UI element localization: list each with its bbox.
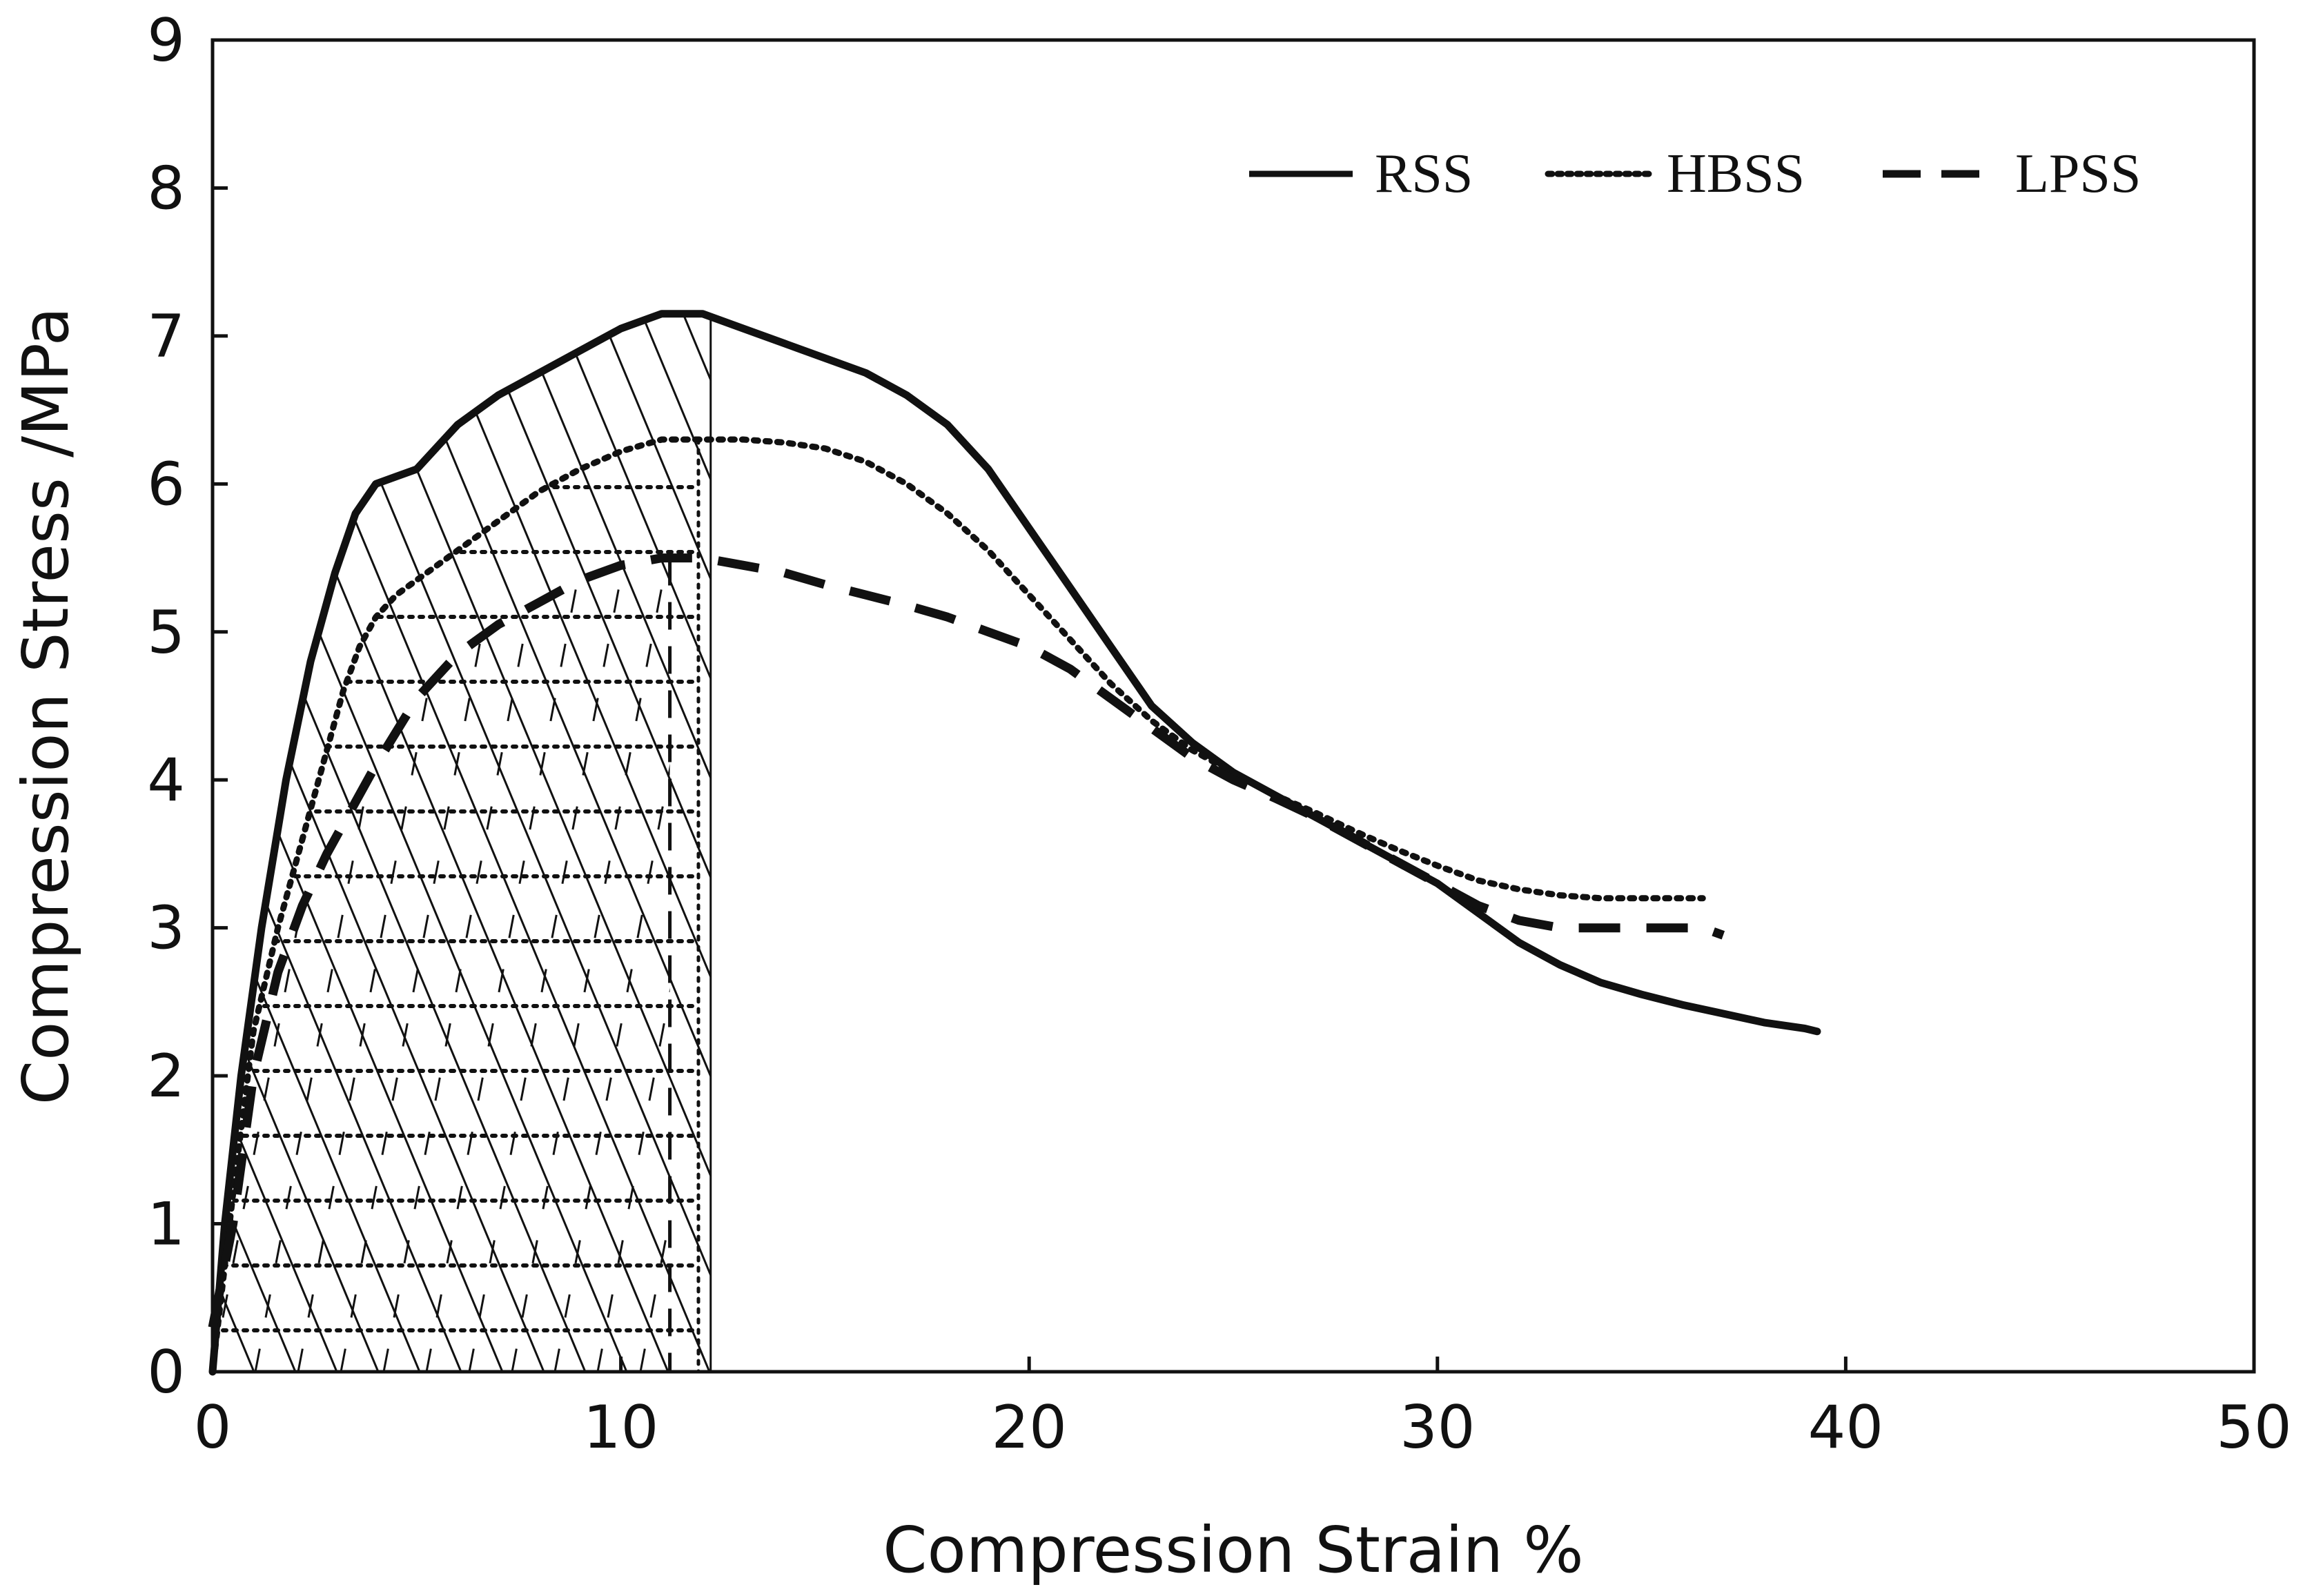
- x-tick-label: 0: [194, 1393, 232, 1462]
- y-axis-label: Compression Stress /MPa: [9, 307, 83, 1105]
- hatch-stroke: [917, 178, 1413, 1372]
- hatch-stroke: [1413, 178, 1910, 1372]
- hatch-stroke: [958, 178, 1455, 1372]
- y-tick-label: 5: [147, 598, 185, 667]
- hatch-stroke: [0, 178, 6, 1372]
- hatch-stroke: [726, 178, 954, 1372]
- legend-label-rss: RSS: [1375, 144, 1473, 204]
- compression-chart: 0 10 20 30 40 50 0 1 2 3 4 5 6 7 8 9 Compression Strain…: [0, 0, 2303, 1596]
- hatch-stroke: [1289, 178, 1786, 1372]
- legend-label-hbss: HBSS: [1667, 144, 1805, 204]
- x-tick-label: 40: [1808, 1393, 1883, 1462]
- hatch-stroke: [1041, 178, 1538, 1372]
- hatch-stroke: [213, 178, 440, 1372]
- hatch-stroke: [834, 178, 1331, 1372]
- y-tick-label: 6: [147, 450, 185, 519]
- hatch-stroke: [854, 178, 1082, 1372]
- y-tick-label: 1: [147, 1190, 185, 1259]
- hatch-stroke: [1082, 178, 1579, 1372]
- hatch-stroke: [130, 178, 627, 1372]
- hatch-stroke: [461, 178, 958, 1372]
- hatch-stroke: [1068, 178, 1296, 1372]
- y-tick-label: 3: [147, 894, 185, 963]
- hatch-stroke: [585, 178, 1082, 1372]
- hatch-stroke: [1372, 178, 1869, 1372]
- hatch-stroke: [502, 178, 999, 1372]
- hatch-stroke: [1282, 178, 1510, 1372]
- y-tick-label: 2: [147, 1042, 185, 1111]
- y-tick-label: 4: [147, 746, 185, 815]
- hatch-stroke: [1154, 178, 1382, 1372]
- axis-ticks: 0 10 20 30 40 50 0 1 2 3 4 5 6 7 8 9: [147, 6, 2291, 1462]
- legend: RSS HBSS LPSS: [1249, 144, 2141, 204]
- hatch-stroke: [627, 178, 1124, 1372]
- hatch-stroke: [640, 178, 868, 1372]
- hatch-stroke: [1368, 178, 1596, 1372]
- hatch-stroke: [47, 178, 544, 1372]
- hatch-stroke: [1248, 178, 1745, 1372]
- x-axis-label: Compression Strain %: [883, 1513, 1583, 1587]
- hatch-stroke: [999, 178, 1496, 1372]
- hatch-stroke: [84, 178, 312, 1372]
- plot-frame: [213, 40, 2254, 1372]
- y-tick-label: 8: [147, 154, 185, 223]
- hatch-stroke: [897, 178, 1125, 1372]
- hatch-stroke: [769, 178, 997, 1372]
- hatch-stroke: [1331, 178, 1827, 1372]
- hatch-stroke: [668, 178, 1165, 1372]
- x-tick-label: 30: [1400, 1393, 1475, 1462]
- y-tick-label: 9: [147, 6, 185, 75]
- hatch-stroke: [983, 178, 1211, 1372]
- x-tick-label: 50: [2216, 1393, 2291, 1462]
- hatch-stroke: [1206, 178, 1703, 1372]
- hatch-stroke: [512, 178, 740, 1372]
- hatch-stroke: [1124, 178, 1620, 1372]
- y-tick-label: 7: [147, 302, 185, 371]
- hatch-stroke: [1411, 178, 1638, 1372]
- hatch-lpss: [0, 178, 1681, 1372]
- x-tick-label: 20: [991, 1393, 1066, 1462]
- series-lines: [213, 314, 1817, 1372]
- hatch-stroke: [544, 178, 1041, 1372]
- hatch-stroke: [1325, 178, 1553, 1372]
- hatch-stroke: [1453, 178, 1681, 1372]
- hatch-stroke: [792, 178, 1289, 1372]
- x-tick-label: 10: [583, 1393, 658, 1462]
- hatch-stroke: [940, 178, 1168, 1372]
- legend-label-lpss: LPSS: [2015, 144, 2141, 204]
- hatch-stroke: [709, 178, 1206, 1372]
- series-line-rss: [213, 314, 1817, 1372]
- hatch-stroke: [875, 178, 1372, 1372]
- hatch-stroke: [812, 178, 1039, 1372]
- hatch-stroke: [1239, 178, 1467, 1372]
- y-tick-label: 0: [147, 1338, 185, 1407]
- hatch-stroke: [298, 178, 526, 1372]
- hatch-stroke: [683, 178, 911, 1372]
